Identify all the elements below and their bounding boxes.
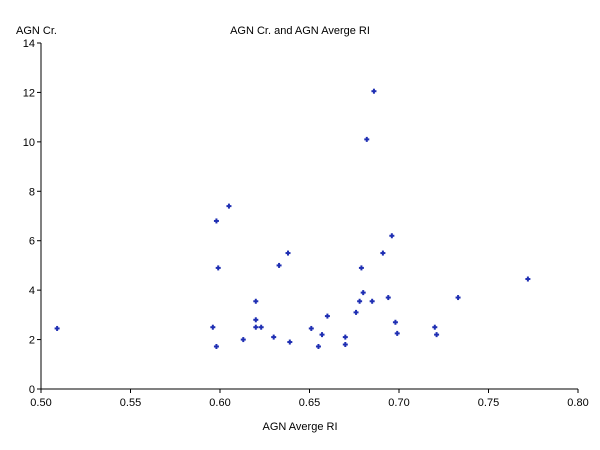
x-tick-label: 0.70 xyxy=(388,397,409,409)
data-point xyxy=(287,339,293,345)
data-point xyxy=(276,262,282,268)
data-point xyxy=(371,88,377,94)
data-point xyxy=(271,334,277,340)
data-point xyxy=(364,136,370,142)
data-point xyxy=(360,290,366,296)
data-point xyxy=(358,265,364,271)
data-point xyxy=(54,325,60,331)
x-tick-label: 0.50 xyxy=(30,397,51,409)
data-point xyxy=(308,325,314,331)
data-point xyxy=(213,343,219,349)
y-tick-label: 2 xyxy=(29,335,35,347)
data-point xyxy=(319,332,325,338)
data-point xyxy=(324,313,330,319)
data-point xyxy=(455,295,461,301)
data-point xyxy=(258,324,264,330)
x-tick-label: 0.60 xyxy=(209,397,230,409)
data-point xyxy=(369,298,375,304)
axes xyxy=(37,42,579,393)
x-axis-label: AGN Averge RI xyxy=(263,421,338,433)
y-tick-label: 6 xyxy=(29,236,35,248)
data-point xyxy=(434,332,440,338)
y-tick-label: 8 xyxy=(29,186,35,198)
y-axis-label: AGN Cr. xyxy=(16,25,57,37)
data-point xyxy=(215,265,221,271)
data-point xyxy=(253,317,259,323)
x-tick-label: 0.80 xyxy=(567,397,588,409)
tick-labels: 0.50 0.55 0.60 0.65 0.70 0.75 0.80 0 2 4 6 8 10 12 14 xyxy=(23,38,589,409)
data-point xyxy=(394,330,400,336)
x-tick-label: 0.75 xyxy=(478,397,499,409)
data-point xyxy=(380,250,386,256)
data-point xyxy=(353,309,359,315)
data-point xyxy=(285,250,291,256)
data-point xyxy=(389,233,395,239)
data-point xyxy=(432,324,438,330)
data-point xyxy=(253,298,259,304)
data-point xyxy=(392,319,398,325)
data-point xyxy=(226,203,232,209)
data-point xyxy=(385,295,391,301)
y-tick-label: 12 xyxy=(23,87,35,99)
data-point xyxy=(240,337,246,343)
data-point xyxy=(342,334,348,340)
data-point xyxy=(357,298,363,304)
x-tick-label: 0.55 xyxy=(120,397,141,409)
y-tick-label: 0 xyxy=(29,384,35,396)
x-tick-label: 0.65 xyxy=(299,397,320,409)
data-point xyxy=(525,276,531,282)
data-points xyxy=(54,88,531,349)
data-point xyxy=(315,343,321,349)
y-tick-label: 14 xyxy=(23,38,35,50)
data-point xyxy=(213,218,219,224)
y-tick-label: 4 xyxy=(29,285,35,297)
chart-title: AGN Cr. and AGN Averge RI xyxy=(230,25,370,37)
data-point xyxy=(342,342,348,348)
y-tick-label: 10 xyxy=(23,137,35,149)
data-point xyxy=(210,324,216,330)
data-point xyxy=(253,324,259,330)
